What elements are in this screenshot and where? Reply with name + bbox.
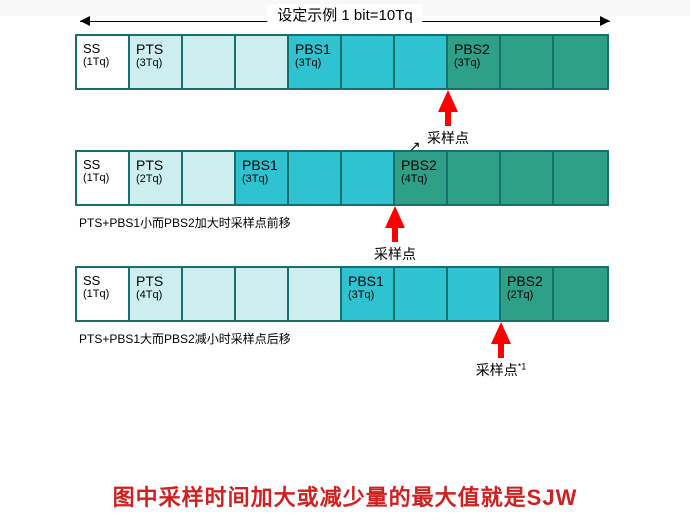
row-note: PTS+PBS1大而PBS2减小时采样点后移 — [79, 330, 291, 347]
tq-cell: PBS2(4Tq) — [395, 152, 448, 204]
segment-label: PBS2(4Tq) — [401, 158, 437, 185]
title-extent-bar: 设定示例 1 bit=10Tq — [80, 16, 610, 26]
extent-arrow-right-icon — [600, 16, 610, 26]
tq-cell — [183, 268, 236, 320]
bit-row: SS(1Tq) PTS(2Tq) PBS1(3Tq) PBS2(4Tq) — [75, 150, 609, 206]
segment-label: SS(1Tq) — [83, 158, 109, 184]
tq-cell — [183, 152, 236, 204]
sample-label: 采样点 — [374, 244, 416, 264]
bit-row: SS(1Tq) PTS(3Tq) PBS1(3Tq) PBS2(3Tq) — [75, 34, 609, 90]
bit-row-wrap: SS(1Tq)PTS(4Tq)PBS1(3Tq)PBS2(2Tq)采样点*1PT… — [75, 266, 615, 322]
tq-cell: SS(1Tq) — [77, 268, 130, 320]
sample-label: 采样点 — [427, 128, 469, 148]
tq-cell: PBS1(3Tq) — [289, 36, 342, 88]
tq-cell: SS(1Tq) — [77, 36, 130, 88]
tq-cell — [289, 268, 342, 320]
bit-row: SS(1Tq) PTS(4Tq) PBS1(3Tq) PBS2(2Tq) — [75, 266, 609, 322]
tq-cell: PBS2(3Tq) — [448, 36, 501, 88]
bit-row-wrap: SS(1Tq)PTS(3Tq)PBS1(3Tq)PBS2(3Tq)采样点 — [75, 34, 615, 90]
segment-label: PTS(4Tq) — [136, 274, 163, 301]
extent-arrow-left-icon — [80, 16, 90, 26]
tq-cell: PBS1(3Tq) — [236, 152, 289, 204]
segment-label: SS(1Tq) — [83, 42, 109, 68]
tq-cell — [236, 268, 289, 320]
segment-label: PBS1(3Tq) — [295, 42, 331, 69]
bottom-caption: 图中采样时间加大或减少量的最大值就是SJW — [0, 480, 690, 512]
tq-cell — [395, 268, 448, 320]
segment-label: SS(1Tq) — [83, 274, 109, 300]
segment-label: PBS1(3Tq) — [348, 274, 384, 301]
sample-arrow-icon — [385, 206, 405, 228]
tq-cell: SS(1Tq) — [77, 152, 130, 204]
tq-cell — [342, 152, 395, 204]
tq-cell — [448, 152, 501, 204]
diagram-canvas: 设定示例 1 bit=10Tq SS(1Tq) PTS(3Tq) PBS1(3Tq)… — [0, 16, 690, 520]
sample-arrow-icon — [438, 90, 458, 112]
tq-cell — [183, 36, 236, 88]
tq-cell: PBS1(3Tq) — [342, 268, 395, 320]
sample-label: 采样点*1 — [476, 360, 527, 380]
tq-cell — [501, 152, 554, 204]
tq-cell: PBS2(2Tq) — [501, 268, 554, 320]
tq-cell: PTS(3Tq) — [130, 36, 183, 88]
segment-label: PBS1(3Tq) — [242, 158, 278, 185]
tq-cell — [236, 36, 289, 88]
tq-cell — [342, 36, 395, 88]
rows-container: SS(1Tq)PTS(3Tq)PBS1(3Tq)PBS2(3Tq)采样点SS(1… — [0, 34, 690, 322]
tq-cell — [554, 36, 607, 88]
segment-label: PTS(3Tq) — [136, 42, 163, 69]
tq-cell — [395, 36, 448, 88]
tq-cell — [554, 152, 607, 204]
tq-cell — [448, 268, 501, 320]
segment-label: PBS2(2Tq) — [507, 274, 543, 301]
segment-label: PTS(2Tq) — [136, 158, 163, 185]
bit-row-wrap: SS(1Tq)PTS(2Tq)PBS1(3Tq)PBS2(4Tq)采样点↖PTS… — [75, 150, 615, 206]
tq-cell — [554, 268, 607, 320]
sample-arrow-icon — [491, 322, 511, 344]
tq-cell — [289, 152, 342, 204]
segment-label: PBS2(3Tq) — [454, 42, 490, 69]
tq-cell: PTS(4Tq) — [130, 268, 183, 320]
row-note: PTS+PBS1小而PBS2加大时采样点前移 — [79, 214, 291, 231]
tq-cell — [501, 36, 554, 88]
tq-cell: PTS(2Tq) — [130, 152, 183, 204]
diagram-title: 设定示例 1 bit=10Tq — [267, 4, 422, 25]
